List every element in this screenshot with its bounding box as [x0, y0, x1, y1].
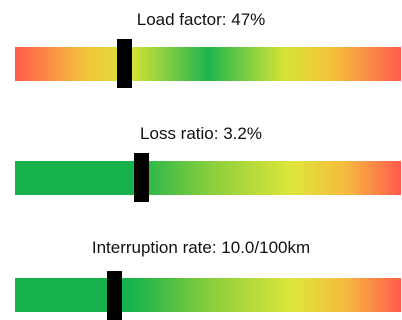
- loss-ratio-marker: [134, 153, 149, 202]
- interruption-rate-bar: [15, 278, 401, 312]
- loss-ratio-bar: [15, 161, 401, 195]
- load-factor-bar: [15, 47, 401, 81]
- load-factor-marker: [117, 39, 132, 88]
- loss-ratio-label: Loss ratio: 3.2%: [140, 124, 262, 143]
- load-factor-label: Load factor: 47%: [136, 10, 266, 29]
- interruption-rate-label: Interruption rate: 10.0/100km: [91, 238, 311, 257]
- interruption-rate-marker: [107, 271, 122, 320]
